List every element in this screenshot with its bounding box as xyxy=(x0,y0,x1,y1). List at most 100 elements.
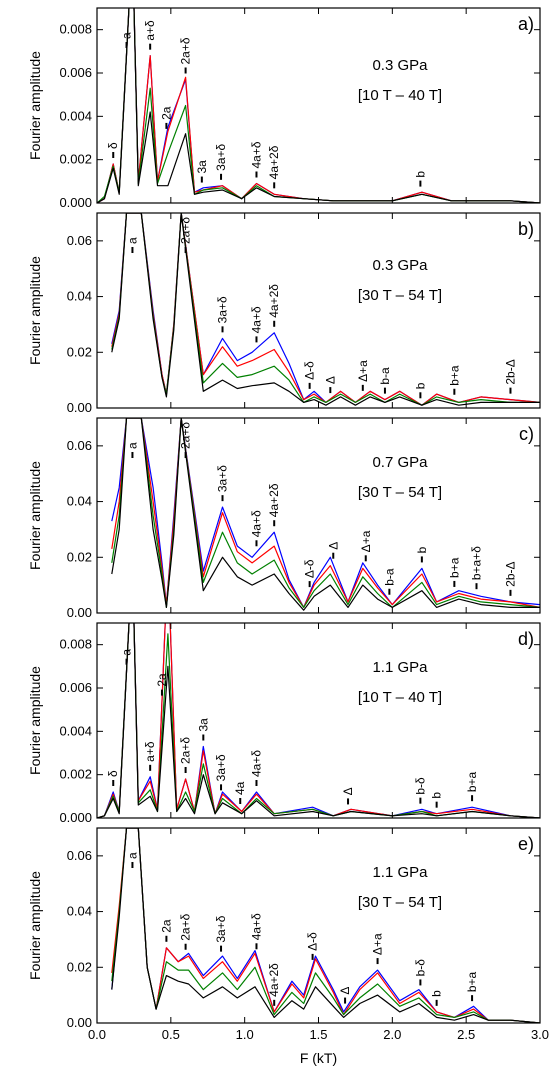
y-axis-label: Fourier amplitude xyxy=(27,871,43,980)
peak-label: a xyxy=(120,649,134,656)
y-tick-label: 0.06 xyxy=(67,848,92,863)
pressure-label: 1.1 GPa xyxy=(372,659,428,676)
y-tick-label: 0.04 xyxy=(67,904,92,919)
x-tick-label: 2.0 xyxy=(383,1027,401,1042)
series-line-1 xyxy=(111,828,540,1023)
y-tick-label: 0.006 xyxy=(59,680,92,695)
peak-label: 4a+2δ xyxy=(267,483,281,517)
series-line-3 xyxy=(97,623,540,818)
peak-label: b xyxy=(430,990,444,997)
peak-label: b+a xyxy=(447,365,461,386)
peak-label: a xyxy=(125,442,139,449)
y-tick-label: 0.000 xyxy=(59,195,92,210)
peak-label: b-a xyxy=(378,367,392,385)
peak-label: 4a+2δ xyxy=(267,963,281,997)
peak-label: 4a+δ xyxy=(249,306,263,333)
series-line-2 xyxy=(111,828,540,1023)
y-tick-label: 0.000 xyxy=(59,810,92,825)
peak-label: 2a xyxy=(155,673,169,687)
peak-label: 4a+δ xyxy=(249,510,263,537)
series-line-1 xyxy=(111,418,540,608)
field-range-label: [30 T – 54 T] xyxy=(358,484,442,501)
peak-label: 4a+δ xyxy=(249,750,263,777)
peak-label: a xyxy=(125,237,139,244)
peak-label: b xyxy=(415,546,429,553)
peak-label: 4a+2δ xyxy=(267,284,281,318)
peak-label: Δ xyxy=(338,987,352,995)
field-range-label: [10 T – 40 T] xyxy=(358,87,442,104)
y-axis-label: Fourier amplitude xyxy=(27,51,43,160)
peak-label: a xyxy=(125,852,139,859)
peak-label: 2a+δ xyxy=(179,217,193,244)
y-tick-label: 0.02 xyxy=(67,959,92,974)
peak-label: b+a xyxy=(465,971,479,992)
y-tick-label: 0.00 xyxy=(67,1015,92,1030)
series-line-0 xyxy=(97,8,540,203)
panel-letter: c) xyxy=(519,424,534,444)
series-group xyxy=(97,8,540,203)
pressure-label: 0.7 GPa xyxy=(372,454,428,471)
series-line-2 xyxy=(97,8,540,203)
y-tick-label: 0.008 xyxy=(59,22,92,37)
panel-letter: b) xyxy=(518,219,534,239)
x-tick-label: 3.0 xyxy=(531,1027,549,1042)
y-tick-label: 0.006 xyxy=(59,65,92,80)
peak-label: 3a xyxy=(195,160,209,174)
series-group xyxy=(111,213,540,406)
peak-label: Δ+a xyxy=(356,360,370,382)
y-axis-label: Fourier amplitude xyxy=(27,256,43,365)
y-axis-label: Fourier amplitude xyxy=(27,461,43,570)
peak-label: 3a+δ xyxy=(216,296,230,323)
field-range-label: [30 T – 54 T] xyxy=(358,287,442,304)
peak-label: Δ-δ xyxy=(303,559,317,578)
peak-label: Δ xyxy=(326,542,340,550)
peak-label: 3a+δ xyxy=(214,754,228,781)
x-tick-label: 0.5 xyxy=(162,1027,180,1042)
y-tick-label: 0.00 xyxy=(67,605,92,620)
y-tick-label: 0.004 xyxy=(59,108,92,123)
peak-label: 2a+δ xyxy=(179,913,193,940)
panel-c: 0.00 0.02 0.04 0.06 Fourier amplitude c) 0.7 G… xyxy=(27,417,541,620)
x-tick-label: 2.5 xyxy=(457,1027,475,1042)
panel-letter: d) xyxy=(518,629,534,649)
peak-label: 3a xyxy=(196,718,210,732)
peak-label: b-a xyxy=(382,568,396,586)
series-line-3 xyxy=(111,418,540,611)
y-tick-label: 0.04 xyxy=(67,289,92,304)
y-tick-label: 0.06 xyxy=(67,233,92,248)
x-axis-label: F (kT) xyxy=(300,1050,337,1066)
x-tick-label: 1.5 xyxy=(309,1027,327,1042)
y-tick-label: 0.02 xyxy=(67,549,92,564)
pressure-label: 1.1 GPa xyxy=(372,864,428,881)
peak-label: Δ+a xyxy=(359,530,373,552)
panel-d: 0.000 0.002 0.004 0.006 0.008 Fourier amplitu… xyxy=(27,622,541,825)
panel-letter: e) xyxy=(518,834,534,854)
peak-label: b+a xyxy=(447,557,461,578)
panel-b: 0.00 0.02 0.04 0.06 Fourier amplitude b) 0.3 G… xyxy=(27,212,541,415)
peak-label: Δ+a xyxy=(371,933,385,955)
field-range-label: [30 T – 54 T] xyxy=(358,894,442,911)
series-line-1 xyxy=(97,8,540,203)
peak-label: 2a+δ xyxy=(179,422,193,449)
peak-label: a+δ xyxy=(143,741,157,762)
peak-label: 4a+2δ xyxy=(267,145,281,179)
x-tick-label: 0.0 xyxy=(88,1027,106,1042)
y-tick-label: 0.06 xyxy=(67,438,92,453)
peak-label: 2a xyxy=(159,106,173,120)
y-axis-label: Fourier amplitude xyxy=(27,666,43,775)
field-range-label: [10 T – 40 T] xyxy=(358,689,442,706)
peak-label: a+δ xyxy=(143,20,157,41)
peak-label: 3a+δ xyxy=(214,143,228,170)
peak-label: b xyxy=(413,171,427,178)
y-tick-label: 0.004 xyxy=(59,723,92,738)
y-tick-label: 0.02 xyxy=(67,344,92,359)
pressure-label: 0.3 GPa xyxy=(372,57,428,74)
series-group xyxy=(111,418,540,611)
peak-label: 2a xyxy=(159,919,173,933)
peak-label: b+a xyxy=(465,771,479,792)
y-tick-label: 0.002 xyxy=(59,152,92,167)
peak-label: b+a+δ xyxy=(470,546,484,580)
peak-label: 3a+δ xyxy=(214,915,228,942)
peak-label: δ xyxy=(106,770,120,777)
